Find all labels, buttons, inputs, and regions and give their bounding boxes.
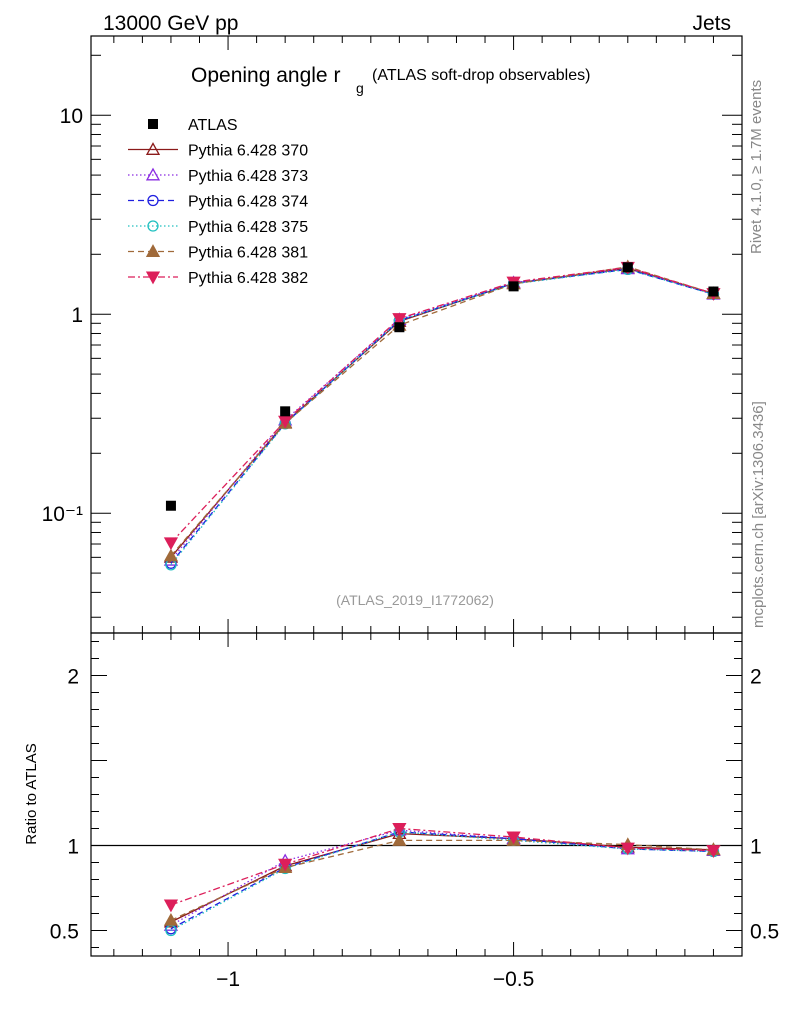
series-point-ratio-5	[278, 858, 293, 872]
legend-marker-2	[147, 194, 159, 207]
x-tick-label: −0.5	[493, 968, 534, 991]
legend-marker-0	[145, 142, 161, 155]
y-tick-label-main: 10	[60, 105, 83, 128]
atlas-data-point	[508, 281, 519, 292]
legend-label-4: Pythia 6.428 381	[188, 245, 308, 262]
analysis-label: (ATLAS_2019_I1772062)	[336, 592, 494, 608]
header-process-label: Jets	[692, 12, 731, 35]
series-point-ratio-5	[706, 845, 721, 858]
series-point-ratio-5	[620, 842, 635, 856]
series-point-ratio-4	[163, 912, 179, 926]
series-point-main-5	[278, 415, 293, 429]
legend-label-0: Pythia 6.428 370	[188, 143, 308, 160]
y-tick-label-main: 1	[71, 304, 83, 327]
legend: ATLAS Pythia 6.428 370 Pythia 6.428 373 Pyt…	[128, 117, 308, 287]
series-line-ratio-3	[170, 831, 714, 932]
ratio-ylabel: Ratio to ATLAS	[23, 743, 40, 844]
legend-marker-4	[145, 244, 161, 257]
series-point-ratio-4	[392, 833, 407, 846]
ratio-panel-frame	[90, 632, 743, 957]
atlas-data-point	[394, 322, 405, 333]
legend-marker-atlas	[148, 119, 158, 129]
chart-title-subscript: g	[356, 80, 364, 96]
chart-title-rest: (ATLAS soft-drop observables)	[372, 67, 590, 84]
y-tick-label-main: 10⁻¹	[42, 503, 83, 526]
series-point-ratio-5	[392, 823, 407, 836]
series-line-main-2	[170, 268, 714, 564]
series-line-main-0	[170, 267, 714, 558]
legend-label-1: Pythia 6.428 373	[188, 168, 308, 185]
legend-marker-3	[147, 220, 159, 232]
series-line-ratio-5	[170, 827, 714, 906]
series-point-main-4	[163, 548, 179, 562]
header-energy-label: 13000 GeV pp	[103, 12, 238, 35]
series-line-ratio-0	[170, 832, 714, 923]
legend-marker-5	[145, 271, 161, 285]
axis-ticks	[91, 36, 743, 956]
legend-label-2: Pythia 6.428 374	[188, 194, 308, 211]
y-tick-label-ratio-right: 0.5	[750, 921, 779, 944]
series-line-main-4	[170, 266, 714, 557]
series-line-ratio-4	[170, 839, 714, 921]
y-tick-label-ratio: 1	[67, 836, 79, 859]
rivet-version-label: Rivet 4.1.0, ≥ 1.7M events	[748, 80, 765, 254]
chart-title-main: Opening angle r	[191, 64, 340, 87]
y-tick-label-ratio: 0.5	[50, 921, 79, 944]
atlas-data-point	[165, 500, 176, 511]
series-point-main-5	[392, 313, 407, 326]
mcplots-label: mcplots.cern.ch [arXiv:1306.3436]	[750, 401, 767, 628]
y-tick-label-ratio-right: 2	[750, 666, 762, 689]
legend-label-3: Pythia 6.428 375	[188, 219, 308, 236]
series-line-main-1	[170, 268, 714, 561]
series-point-ratio-5	[506, 831, 521, 845]
tick-labels: −1 −0.5 10⁻¹ 1 10 0.5 0.5 1 1 2 2	[42, 105, 780, 991]
series-point-ratio-5	[163, 899, 179, 913]
y-tick-label-ratio: 2	[67, 666, 79, 689]
x-tick-label: −1	[216, 968, 240, 991]
legend-label-atlas: ATLAS	[188, 117, 238, 134]
atlas-data-point	[708, 286, 719, 297]
atlas-data-point	[280, 406, 291, 417]
chart-title: Opening angle r	[191, 64, 340, 87]
atlas-data-point	[622, 262, 633, 273]
y-tick-label-ratio-right: 1	[750, 836, 762, 859]
series-line-main-5	[170, 266, 714, 544]
series-point-main-5	[163, 537, 179, 551]
data-layer	[165, 262, 719, 511]
legend-marker-1	[145, 167, 161, 181]
series-line-main-3	[170, 268, 714, 566]
legend-label-5: Pythia 6.428 382	[188, 270, 308, 287]
